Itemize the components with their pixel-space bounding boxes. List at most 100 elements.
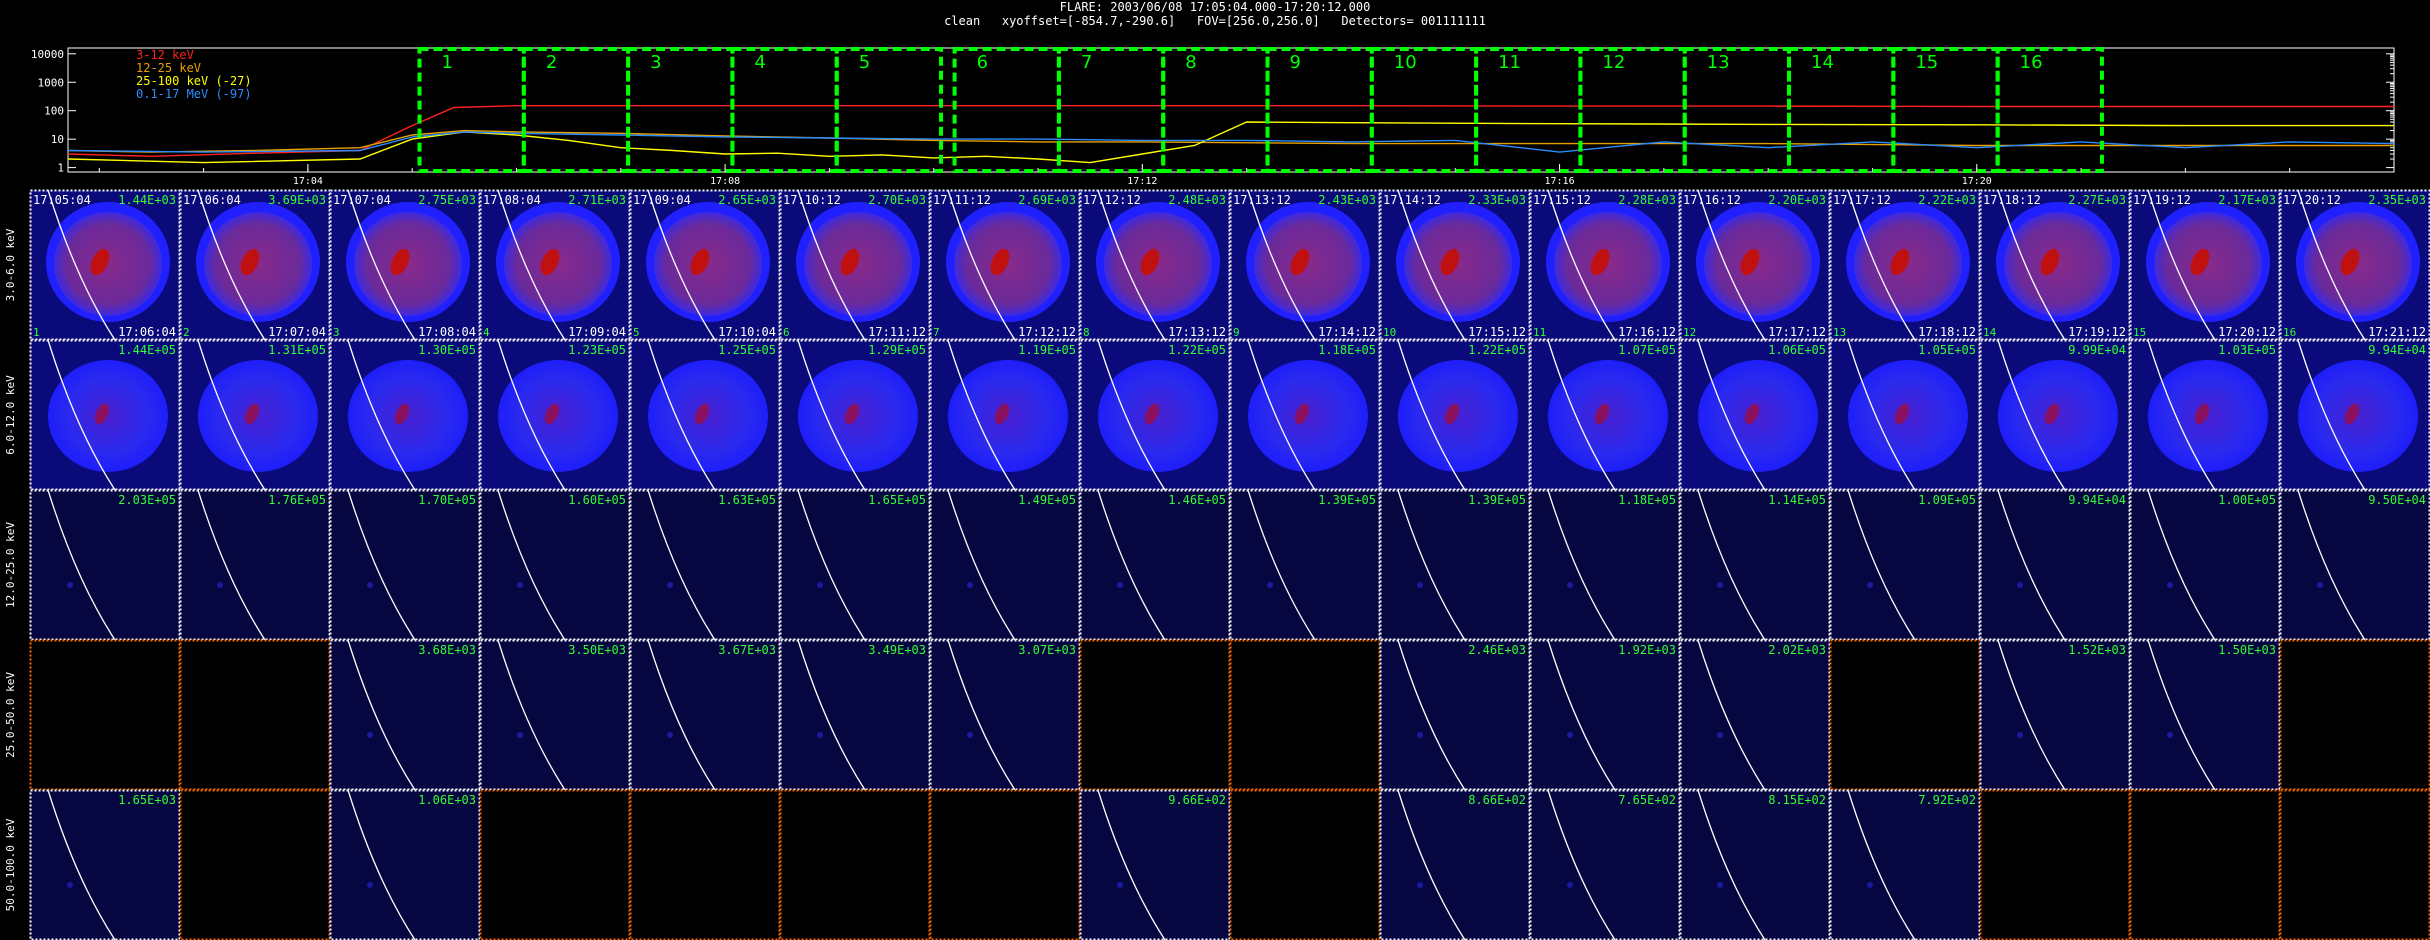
interval-label: 11 — [1498, 52, 1521, 73]
panel-border — [779, 189, 931, 341]
image-panel: 2.03E+05 — [29, 489, 181, 641]
image-panel: 3.07E+03 — [929, 639, 1081, 791]
panel-border — [2279, 189, 2430, 341]
peak-value: 2.22E+03 — [1918, 193, 1976, 207]
source-disk — [1704, 212, 1812, 316]
panel-border — [1529, 339, 1681, 491]
solar-limb-line — [1847, 489, 1916, 641]
image-panel: 3.49E+03 — [779, 639, 931, 791]
panel-background — [1230, 790, 1380, 940]
panel-border — [2279, 489, 2430, 641]
image-panel: 2.71E+03 17:08:04 17:09:04 4 — [479, 189, 631, 341]
panel-border — [179, 639, 331, 791]
image-panel: 1.09E+05 — [1829, 489, 1981, 641]
noise-blob — [67, 582, 73, 588]
image-panel: 1.03E+05 — [2129, 339, 2281, 491]
interval-number: 6 — [783, 326, 790, 339]
interval-label: 7 — [1081, 52, 1092, 73]
solar-limb-line — [1547, 639, 1616, 791]
source-core — [1894, 403, 1910, 425]
solar-limb-line — [347, 189, 416, 341]
solar-limb-line — [2297, 189, 2366, 341]
image-panel: 2.02E+03 — [1679, 639, 1831, 791]
panel-border — [479, 489, 631, 641]
peak-value: 1.44E+03 — [118, 193, 176, 207]
source-disk — [648, 360, 768, 472]
interval-label: 14 — [1811, 52, 1834, 73]
panel-background — [930, 490, 1080, 640]
noise-blob — [2017, 732, 2023, 738]
interval-label: 3 — [650, 52, 661, 73]
peak-value: 1.76E+05 — [268, 493, 326, 507]
peak-value: 8.66E+02 — [1468, 793, 1526, 807]
panel-border — [779, 489, 931, 641]
end-time: 17:10:04 — [718, 325, 776, 339]
x-tick-label: 17:08 — [710, 176, 740, 187]
solar-limb-line — [1997, 339, 2066, 491]
peak-value: 2.03E+05 — [118, 493, 176, 507]
solar-limb-line — [347, 489, 416, 641]
source-core — [2044, 403, 2060, 425]
legend-entry: 3-12 keV — [136, 48, 194, 62]
peak-value: 1.03E+05 — [2218, 343, 2276, 357]
peak-value: 1.05E+05 — [1918, 343, 1976, 357]
panel-border — [1679, 639, 1831, 791]
interval-number: 13 — [1833, 326, 1846, 339]
source-disk — [1104, 212, 1212, 316]
source-core — [990, 248, 1010, 276]
peak-value: 2.43E+03 — [1318, 193, 1376, 207]
interval-label: 10 — [1394, 52, 1417, 73]
lightcurve-plot: 1 10 100 1000 10000 17:04 17:08 17:12 17:16 17:20… — [31, 47, 2395, 187]
peak-value: 2.33E+03 — [1468, 193, 1526, 207]
solar-limb-line — [2297, 489, 2366, 641]
panel-background — [1980, 790, 2130, 940]
peak-value: 1.14E+05 — [1768, 493, 1826, 507]
source-core — [1144, 403, 1160, 425]
source-disk — [1698, 360, 1818, 472]
solar-limb-line — [1997, 639, 2066, 791]
panel-background — [780, 790, 930, 940]
source-core — [94, 403, 110, 425]
panel-background — [1080, 640, 1230, 790]
solar-limb-line — [1397, 339, 1466, 491]
panel-background — [2130, 490, 2280, 640]
end-time: 17:20:12 — [2218, 325, 2276, 339]
peak-value: 3.50E+03 — [568, 643, 626, 657]
interval-number: 3 — [333, 326, 340, 339]
y-tick-label: 1000 — [38, 76, 65, 89]
peak-value: 9.50E+04 — [2368, 493, 2426, 507]
solar-limb-line — [1097, 339, 1166, 491]
image-panel: 1.22E+05 — [1079, 339, 1231, 491]
panel-background — [1380, 790, 1530, 940]
legend-entry: 25-100 keV (-27) — [136, 74, 252, 88]
source-core — [2344, 403, 2360, 425]
image-panel: 1.39E+05 — [1379, 489, 1531, 641]
solar-limb-line — [1697, 489, 1766, 641]
panel-border — [2279, 339, 2430, 491]
image-panel — [479, 789, 631, 940]
panel-border — [179, 489, 331, 641]
image-panel: 1.39E+05 — [1229, 489, 1381, 641]
image-panel: 1.76E+05 — [179, 489, 331, 641]
panel-border — [1979, 489, 2131, 641]
interval-number: 10 — [1383, 326, 1396, 339]
noise-blob — [967, 582, 973, 588]
source-core — [240, 248, 260, 276]
y-tick-label: 10 — [51, 133, 64, 146]
panel-background — [30, 640, 180, 790]
peak-value: 2.48E+03 — [1168, 193, 1226, 207]
image-panel — [929, 789, 1081, 940]
peak-value: 3.68E+03 — [418, 643, 476, 657]
panel-background — [1380, 640, 1530, 790]
x-tick-label: 17:20 — [1962, 176, 1992, 187]
image-panel: 1.06E+05 — [1679, 339, 1831, 491]
x-tick-label: 17:12 — [1127, 176, 1157, 187]
image-panel: 1.18E+05 — [1229, 339, 1381, 491]
panel-border — [1079, 639, 1231, 791]
solar-limb-line — [1097, 189, 1166, 341]
image-panel — [29, 639, 181, 791]
solar-limb-line — [497, 489, 566, 641]
panel-border — [1379, 639, 1531, 791]
image-panel: 1.05E+05 — [1829, 339, 1981, 491]
end-time: 17:13:12 — [1168, 325, 1226, 339]
